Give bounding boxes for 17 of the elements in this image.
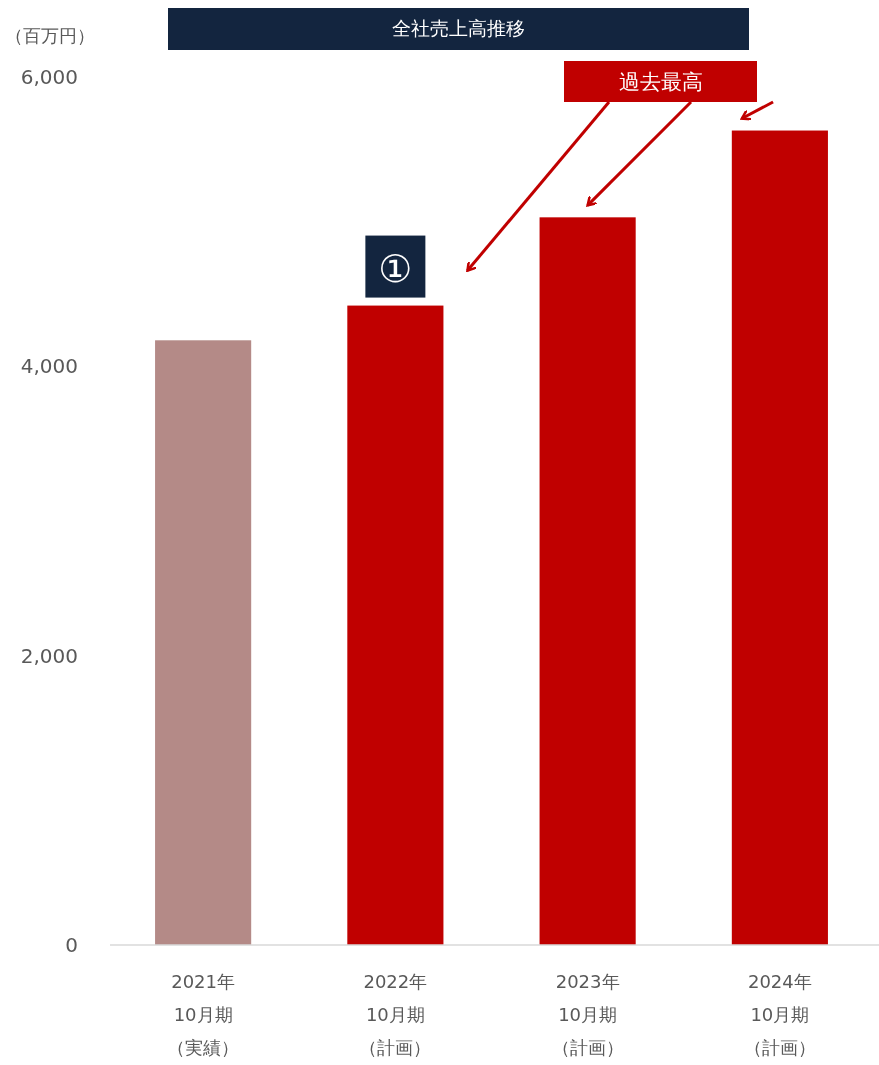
x-tick-label: 2023年 10月期（計画）	[551, 971, 624, 1058]
y-axis-title: （百万円）	[5, 25, 95, 46]
y-tick-label: 2,000	[20, 643, 78, 668]
annotation: 過去最高	[618, 70, 703, 94]
x-tick-label: 2024年 10月期（計画）	[743, 971, 816, 1058]
note-box: ①	[365, 235, 426, 298]
x-tick-label: 2022年 10月期（計画）	[359, 971, 432, 1058]
bar	[539, 217, 636, 945]
y-tick-label: 6,000	[20, 65, 78, 89]
y-tick-label: 4,000	[20, 354, 78, 379]
bar	[347, 305, 444, 945]
bar	[731, 130, 828, 945]
y-tick-label: 0	[65, 933, 78, 957]
annotation: ①	[378, 246, 413, 291]
bar	[155, 340, 252, 945]
x-tick-label: 2021年 10月期（実績）	[167, 971, 240, 1058]
chart-title: 全社売上高推移	[391, 17, 525, 39]
